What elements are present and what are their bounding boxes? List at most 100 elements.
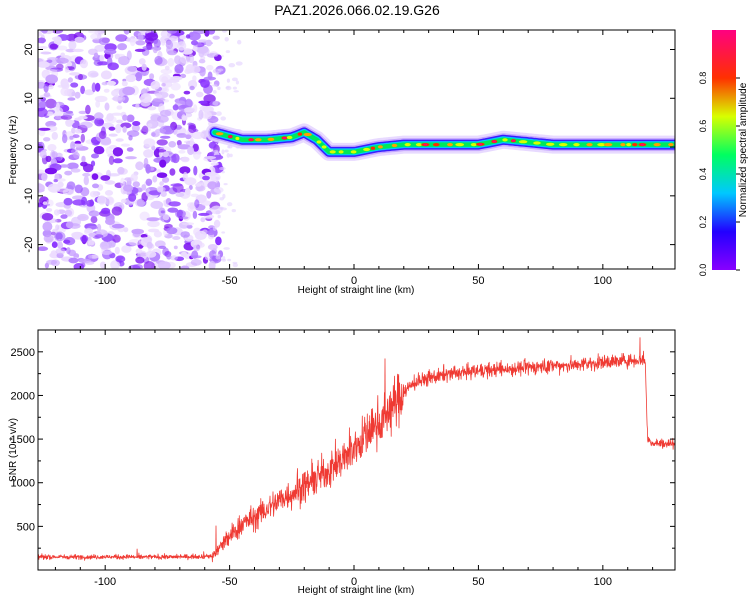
noise-blob: [152, 97, 166, 103]
noise-blob: [216, 189, 222, 195]
signal-peak: [267, 137, 275, 141]
signal-peak: [533, 141, 541, 145]
noise-blob: [231, 77, 238, 82]
y-tick-label: -10: [23, 188, 35, 204]
signal-peak: [254, 138, 262, 142]
noise-blob: [207, 244, 218, 251]
noise-blob: [222, 30, 227, 33]
noise-blob: [94, 118, 100, 125]
noise-blob: [100, 70, 112, 80]
noise-blob: [132, 181, 140, 188]
noise-blob: [166, 30, 178, 34]
noise-blob: [173, 245, 178, 250]
noise-blob: [97, 61, 109, 66]
noise-blob: [170, 76, 183, 81]
noise-blob: [167, 50, 178, 56]
snr-ticks: -100 -50 0 50 100 500 1000 1500 2000 2500: [11, 330, 675, 588]
noise-blob: [83, 175, 90, 186]
noise-blob: [181, 156, 190, 163]
noise-blob: [51, 30, 64, 34]
noise-blob: [41, 30, 48, 34]
noise-blob: [172, 236, 181, 240]
noise-blob: [38, 61, 50, 68]
noise-blob: [170, 82, 181, 91]
noise-blob: [63, 239, 71, 244]
noise-blob: [131, 228, 144, 235]
noise-blob: [45, 74, 58, 84]
noise-blob: [158, 207, 166, 217]
noise-blob: [132, 121, 141, 126]
noise-blob: [204, 172, 215, 177]
noise-blob: [174, 55, 182, 65]
noise-blob: [198, 109, 204, 120]
noise-blob: [100, 175, 111, 181]
snr-x-label: Height of straight line (km): [298, 585, 415, 596]
noise-blob: [91, 153, 99, 159]
noise-blob: [154, 240, 166, 248]
noise-blob: [180, 251, 188, 258]
noise-blob: [206, 230, 216, 236]
noise-blob: [104, 115, 117, 124]
noise-blob: [141, 184, 147, 191]
noise-blob: [198, 59, 206, 64]
noise-blob: [207, 30, 216, 35]
noise-blob: [74, 140, 82, 145]
noise-blob: [215, 176, 220, 180]
noise-blob: [61, 82, 70, 90]
x-tick-label: -50: [222, 275, 238, 287]
noise-blob: [47, 183, 61, 193]
noise-blob: [147, 123, 153, 128]
noise-blob: [122, 86, 136, 96]
noise-blob: [156, 94, 163, 99]
noise-blob: [188, 54, 195, 64]
noise-blob: [157, 149, 167, 153]
signal-peak: [470, 143, 477, 147]
noise-blob: [104, 190, 114, 196]
signal-peak: [626, 143, 632, 147]
noise-blob: [66, 181, 76, 190]
x-tick-label: 0: [351, 576, 357, 588]
noise-blob: [185, 187, 191, 196]
colorbar-tick-label: 0.6: [698, 120, 708, 133]
noise-blob: [115, 123, 122, 134]
signal-peak: [546, 142, 555, 146]
noise-blob: [167, 57, 175, 67]
noise-blob: [115, 138, 124, 142]
noise-blob: [66, 247, 71, 255]
noise-blob: [81, 155, 86, 163]
noise-blob: [128, 238, 142, 246]
noise-blob: [203, 84, 213, 95]
noise-blob: [183, 90, 191, 95]
noise-blob: [207, 181, 218, 190]
noise-blob: [189, 85, 195, 91]
noise-blob: [66, 48, 75, 53]
noise-blob: [188, 31, 201, 41]
noise-blob: [91, 82, 97, 93]
noise-blob: [217, 68, 224, 72]
noise-blob: [128, 264, 141, 269]
noise-blob: [90, 33, 101, 40]
noise-blob: [198, 39, 209, 43]
noise-blob: [127, 66, 137, 72]
noise-blob: [217, 214, 221, 219]
noise-blob: [60, 87, 70, 97]
noise-blob: [94, 44, 106, 52]
noise-blob: [82, 163, 94, 173]
noise-blob: [160, 68, 173, 74]
noise-blob: [137, 32, 144, 42]
noise-blob: [208, 260, 216, 269]
noise-blob: [156, 185, 164, 193]
noise-blob: [162, 151, 169, 158]
colorbar: 0.0 0.2 0.4 0.6 0.8 Normalized spectral ampl…: [698, 30, 749, 276]
noise-blob: [222, 193, 226, 199]
y-tick-label: 1500: [11, 434, 35, 446]
noise-blob: [120, 122, 132, 129]
signal-peak: [363, 147, 371, 152]
noise-blob: [167, 207, 179, 213]
noise-blob: [38, 107, 48, 118]
signal-peak: [558, 143, 568, 147]
noise-blob: [199, 105, 209, 111]
signal-peak: [432, 143, 440, 147]
noise-blob: [157, 261, 171, 269]
noise-blob: [53, 209, 60, 216]
